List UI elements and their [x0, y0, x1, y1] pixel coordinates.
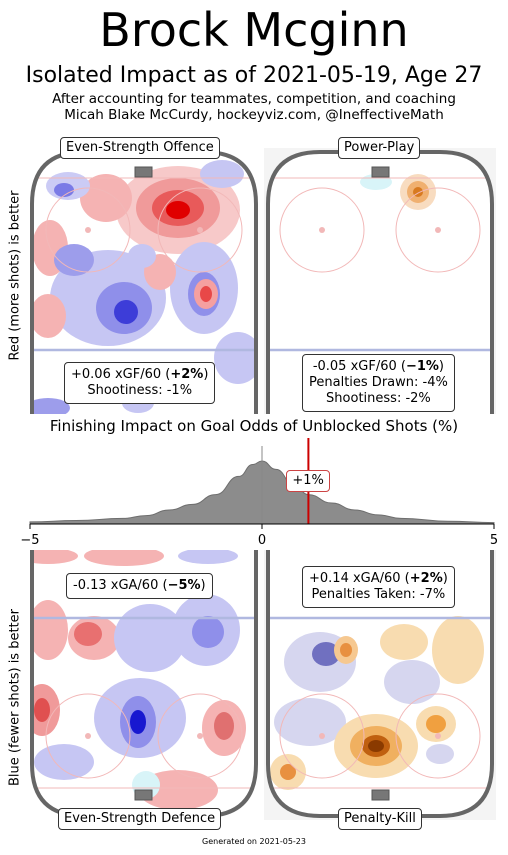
- ev-defence-heatmap: [32, 550, 246, 810]
- finishing-title: Finishing Impact on Goal Odds of Unblock…: [49, 417, 459, 435]
- ev-offence-stats: +0.06 xGF/60 (+2%) Shootiness: -1%: [64, 362, 216, 404]
- penalty-kill-label: Penalty-Kill: [338, 808, 422, 830]
- ev-offence-shootiness: Shootiness: -1%: [87, 383, 193, 398]
- bottom-axis-label: Blue (fewer shots) is better: [7, 609, 23, 786]
- x-tick-label: −5: [20, 533, 39, 548]
- ev-offence-stat-line: +0.06 xGF/60 (+2%): [71, 367, 209, 382]
- penalty-kill-penalties-taken: Penalties Taken: -7%: [311, 587, 446, 602]
- x-tick-label: 0: [258, 533, 266, 548]
- power-play-penalties-drawn: Penalties Drawn: -4%: [309, 375, 448, 390]
- penalty-kill-heatmap: [270, 616, 484, 790]
- x-tick-label: 5: [490, 533, 498, 548]
- ev-offence-heatmap: [32, 160, 256, 414]
- ev-defence-label: Even-Strength Defence: [58, 808, 222, 830]
- ev-defence-stat-line: -0.13 xGA/60 (−5%): [73, 578, 206, 593]
- ev-offence-rink: [30, 150, 258, 414]
- finishing-marker-label: +1%: [286, 470, 330, 492]
- power-play-stats: -0.05 xGF/60 (−1%) Penalties Drawn: -4% …: [302, 354, 455, 412]
- chart-subtitle: Isolated Impact as of 2021-05-19, Age 27: [25, 63, 483, 88]
- power-play-stat-line: -0.05 xGF/60 (−1%): [312, 359, 444, 374]
- penalty-kill-stats: +0.14 xGA/60 (+2%) Penalties Taken: -7%: [302, 566, 455, 608]
- generated-date: Generated on 2021-05-23: [202, 837, 306, 846]
- method-note: After accounting for teammates, competit…: [52, 91, 456, 107]
- power-play-label: Power-Play: [338, 137, 421, 159]
- top-axis-label: Red (more shots) is better: [7, 190, 23, 361]
- power-play-shootiness: Shootiness: -2%: [326, 391, 431, 406]
- ev-defence-stats: -0.13 xGA/60 (−5%): [66, 573, 213, 599]
- x-axis-ticks: −5 0 5: [20, 524, 498, 548]
- ev-offence-label: Even-Strength Offence: [60, 137, 220, 159]
- penalty-kill-stat-line: +0.14 xGA/60 (+2%): [309, 571, 448, 586]
- player-name: Brock Mcginn: [99, 3, 409, 57]
- attribution: Micah Blake McCurdy, hockeyviz.com, @Ine…: [64, 107, 444, 123]
- finishing-distribution-chart: −5 0 5: [20, 438, 498, 548]
